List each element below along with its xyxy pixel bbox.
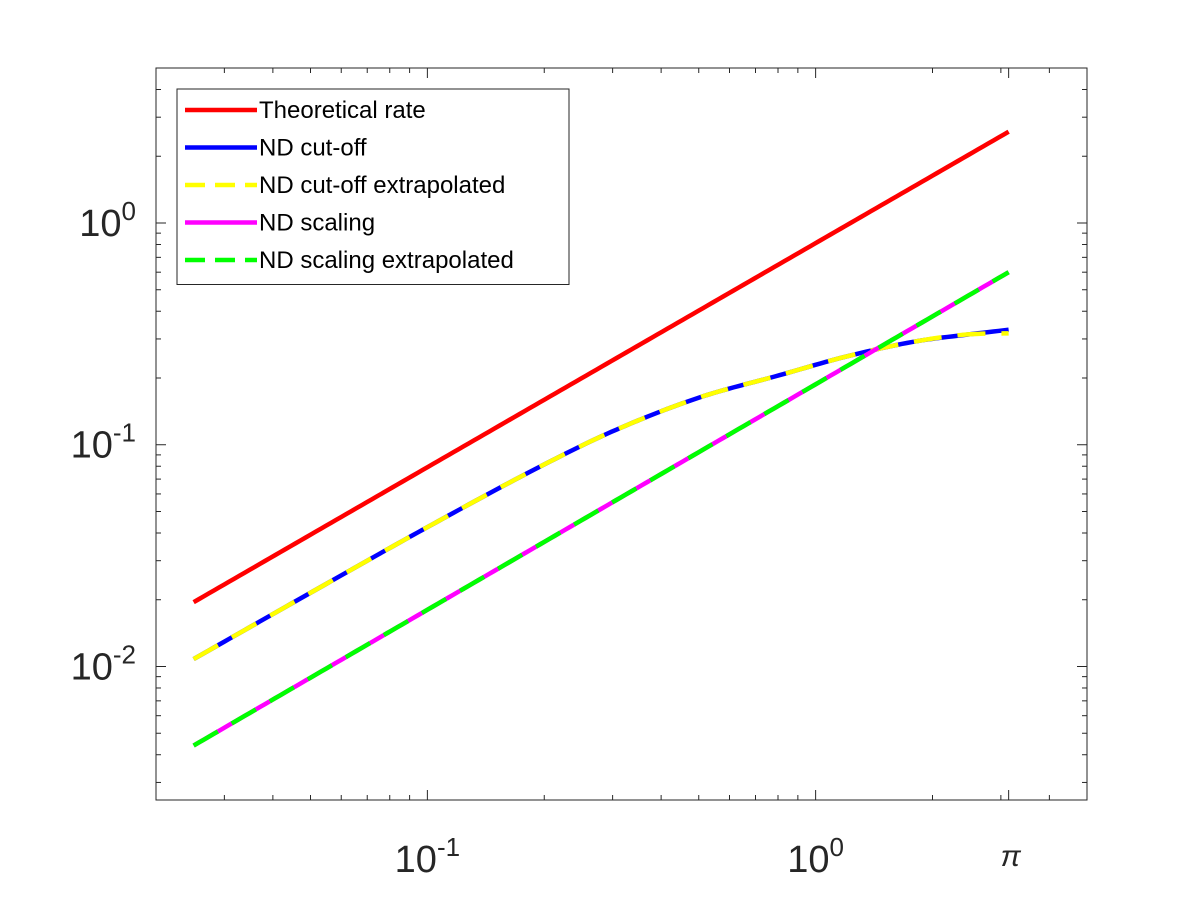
tick-layer: 10-1 100 π 10-2 10-1 100 [71,67,1088,881]
legend: Theoretical rate ND cut-off ND cut-off ext… [176,88,570,285]
legend-label-3: ND cut-off extrapolated [259,172,505,199]
y-tick-label-3: 100 [79,196,136,245]
legend-label-2: ND cut-off [259,135,367,162]
legend-label-5: ND scaling extrapolated [259,247,514,274]
axes-box [155,67,1088,801]
y-tick-label-1: 10-2 [71,639,136,688]
x-tick-label-3: π [1001,840,1022,873]
y-tick-label-2: 10-1 [71,418,136,467]
x-tick-label-1: 10-1 [395,832,460,881]
series-line-5 [192,270,1010,748]
legend-label-1: Theoretical rate [259,97,426,124]
x-tick-label-2: 100 [787,832,844,881]
legend-label-4: ND scaling [259,210,375,237]
series-layer [192,129,1010,748]
legend-box [176,88,570,285]
series-line-1 [192,129,1010,605]
